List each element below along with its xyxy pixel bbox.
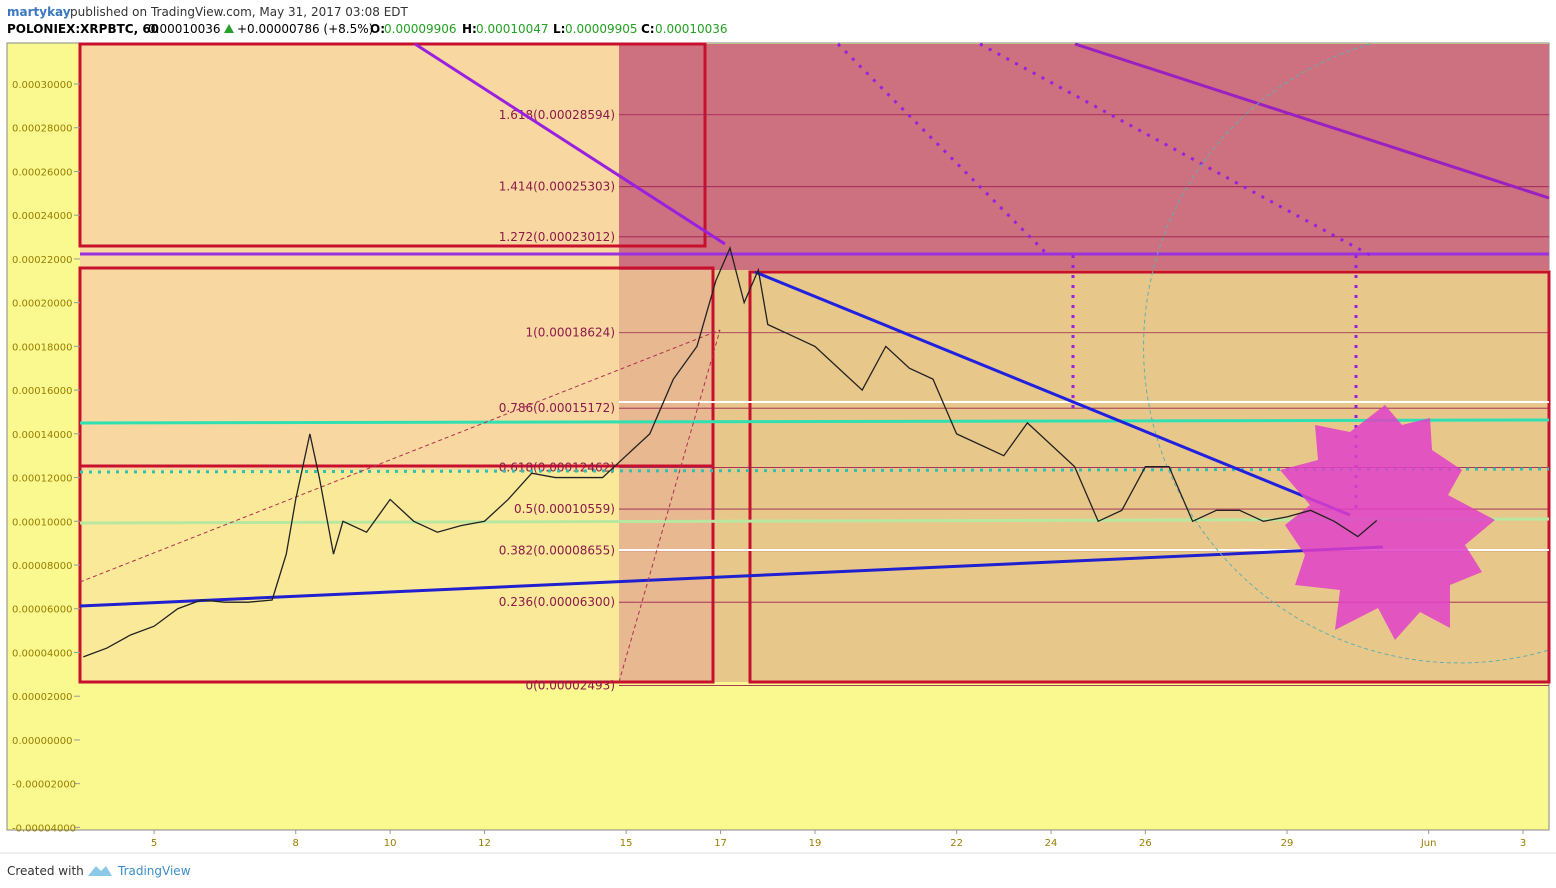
y-tick-label: 0.00020000 <box>12 299 72 310</box>
zone <box>619 44 1549 270</box>
box <box>78 464 715 684</box>
y-tick-label: 0.00006000 <box>12 605 72 616</box>
high: 0.00010047 <box>476 22 549 36</box>
zone <box>619 270 713 682</box>
low: 0.00009905 <box>565 22 638 36</box>
box <box>78 42 707 248</box>
last: 0.00010036 <box>148 22 221 36</box>
y-tick-label: 0.00028000 <box>12 124 72 135</box>
y-tick-label: 0.00010000 <box>12 517 72 528</box>
y-tick-label: 0.00002000 <box>12 692 72 703</box>
fib-label: 1.414(0.00025303) <box>499 180 615 194</box>
fib-label: 1.272(0.00023012) <box>499 230 615 244</box>
x-tick-label: 19 <box>809 838 822 849</box>
zone <box>80 470 619 682</box>
x-tick-label: 29 <box>1281 838 1294 849</box>
x-tick-label: 10 <box>384 838 397 849</box>
price-line <box>83 245 1378 658</box>
trendline <box>1074 42 1550 200</box>
y-tick-label: 0.00018000 <box>12 342 72 353</box>
y-tick-label: 0.00008000 <box>12 561 72 572</box>
y-tick-label: -0.00002000 <box>12 780 76 791</box>
y-tick-label: 0.00030000 <box>12 80 72 91</box>
star-icon <box>1280 405 1495 640</box>
x-tick-label: 26 <box>1139 838 1152 849</box>
fib-line <box>79 329 721 583</box>
footer-created: Created with <box>7 864 84 878</box>
x-tick-label: 8 <box>293 838 299 849</box>
x-tick-label: 5 <box>151 838 157 849</box>
high-label: H: <box>462 22 477 36</box>
up-arrow <box>224 24 234 33</box>
author[interactable]: martykay <box>7 5 71 19</box>
open: 0.00009906 <box>384 22 457 36</box>
y-tick-label: -0.00004000 <box>12 823 76 834</box>
trendline <box>414 42 726 246</box>
close: 0.00010036 <box>655 22 728 36</box>
y-tick-label: 0.00016000 <box>12 386 72 397</box>
fib-label: 0.382(0.00008655) <box>499 544 615 558</box>
change: +0.00000786 (+8.5%) <box>237 22 373 36</box>
trendline <box>754 270 1351 517</box>
x-tick-label: 15 <box>620 838 633 849</box>
x-tick-label: 17 <box>714 838 727 849</box>
box <box>748 270 1551 684</box>
fib-label: 0.5(0.00010559) <box>514 502 615 516</box>
fib-label: 0(0.00002493) <box>525 678 615 692</box>
arc <box>1143 43 1550 664</box>
h-line <box>79 418 1550 425</box>
fib-label: 0.236(0.00006300) <box>499 595 615 609</box>
series <box>83 245 1378 658</box>
trendline <box>979 42 1371 257</box>
y-tick-label: 0.00000000 <box>12 736 72 747</box>
y-tick-label: 0.00024000 <box>12 211 72 222</box>
close-label: C: <box>641 22 655 36</box>
quote-line: POLONIEX:XRPBTC, 60 0.00010036 +0.000007… <box>7 22 728 36</box>
symbol: POLONIEX:XRPBTC, 60 <box>7 22 159 36</box>
axes: -0.00004000 -0.00002000 0.00000000 0.000020… <box>12 80 1526 849</box>
fib-line <box>618 329 721 683</box>
logo <box>88 866 112 876</box>
y-tick-label: 0.00026000 <box>12 167 72 178</box>
footer-brand[interactable]: TradingView <box>117 864 191 878</box>
x-tick-label: 22 <box>950 838 963 849</box>
x-tick-label: Jun <box>1420 838 1437 849</box>
x-tick-label: 24 <box>1045 838 1058 849</box>
open-label: O: <box>370 22 385 36</box>
published: published on TradingView.com, May 31, 20… <box>70 5 409 19</box>
y-tick-label: 0.00004000 <box>12 648 72 659</box>
fib-label: 0.618(0.00012462) <box>499 460 615 474</box>
x-tick-label: 12 <box>478 838 491 849</box>
y-tick-label: 0.00014000 <box>12 430 72 441</box>
fib-label: 1(0.00018624) <box>525 326 615 340</box>
x-tick-label: 3 <box>1520 838 1526 849</box>
zone <box>80 44 619 470</box>
drawings <box>79 42 1550 683</box>
trendline <box>79 545 1384 608</box>
y-tick-label: 0.00022000 <box>12 255 72 266</box>
y-tick-label: 0.00012000 <box>12 474 72 485</box>
boxes <box>78 42 1551 684</box>
fib-label: 0.786(0.00015172) <box>499 401 615 415</box>
low-label: L: <box>553 22 565 36</box>
